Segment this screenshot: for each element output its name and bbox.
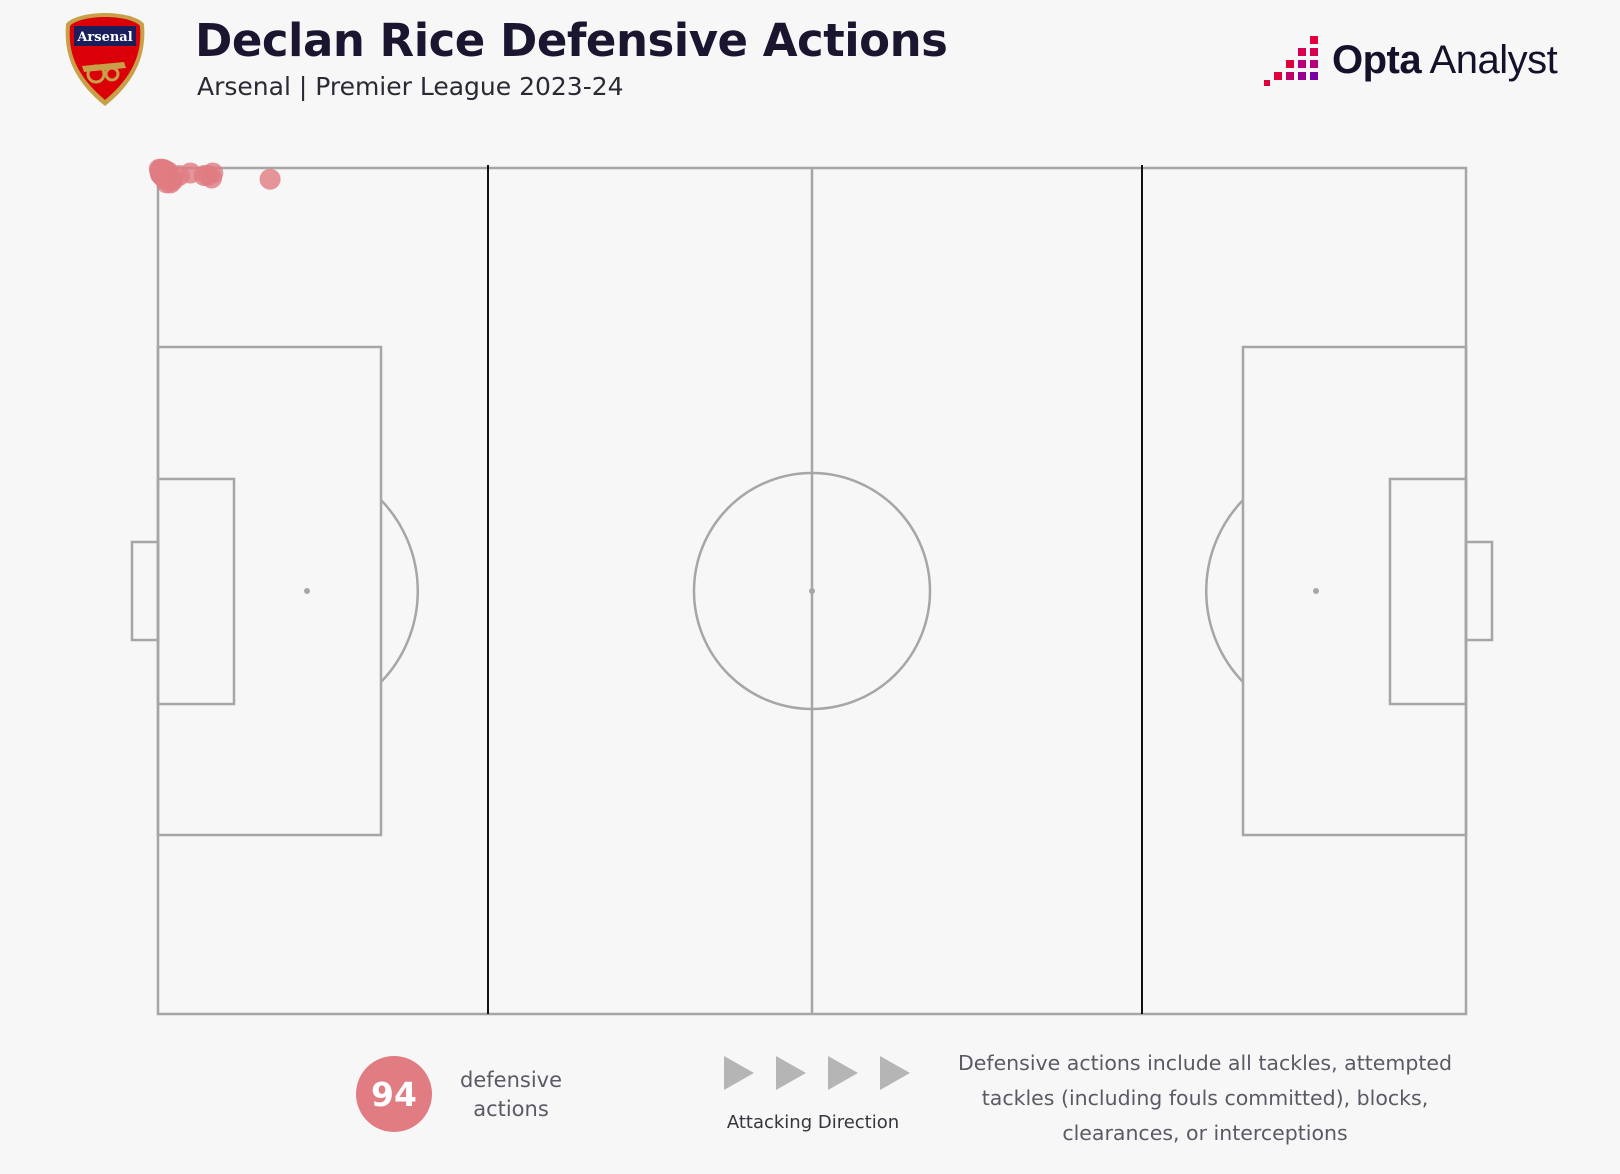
action-count-badge: 94 — [356, 1056, 432, 1132]
defensive-action-point — [151, 165, 173, 186]
left-penalty-arc — [380, 499, 420, 683]
action-count-label: defensive actions — [460, 1068, 562, 1121]
arsenal-crest-icon: Arsenal — [65, 13, 145, 106]
pitch-map — [130, 158, 1494, 1016]
defensive-action-point — [201, 167, 223, 189]
right-penalty-arc — [1204, 499, 1244, 683]
centre-spot — [809, 588, 815, 594]
direction-arrow-icon — [880, 1056, 910, 1090]
direction-arrow-icon — [776, 1056, 806, 1090]
definition-note: Defensive actions include all tackles, a… — [957, 1051, 1453, 1145]
page-subtitle: Arsenal | Premier League 2023-24 — [197, 72, 624, 101]
defensive-action-markers — [148, 158, 281, 194]
right-six-yard-box — [1388, 477, 1468, 706]
right-penalty-spot — [1313, 588, 1319, 594]
left-six-yard-box — [156, 477, 236, 706]
right-goal — [1464, 540, 1494, 642]
left-penalty-area — [156, 345, 383, 837]
defensive-action-point — [259, 168, 281, 190]
right-penalty-area — [1241, 345, 1468, 837]
left-penalty-spot — [304, 588, 310, 594]
opta-logo-icon — [1264, 36, 1318, 86]
attacking-direction-label: Attacking Direction — [726, 1112, 900, 1133]
brand-name-bold: Opta — [1332, 38, 1422, 82]
crest-text: Arsenal — [76, 30, 132, 45]
page-title: Declan Rice Defensive Actions — [195, 14, 948, 67]
opta-analyst-logo: Opta Analyst — [1262, 30, 1562, 92]
centre-circle — [692, 471, 932, 711]
left-goal — [130, 540, 160, 642]
brand-name-light: Analyst — [1429, 38, 1558, 82]
attacking-direction-arrows — [724, 1056, 910, 1090]
direction-arrow-icon — [828, 1056, 858, 1090]
direction-arrow-icon — [724, 1056, 754, 1090]
